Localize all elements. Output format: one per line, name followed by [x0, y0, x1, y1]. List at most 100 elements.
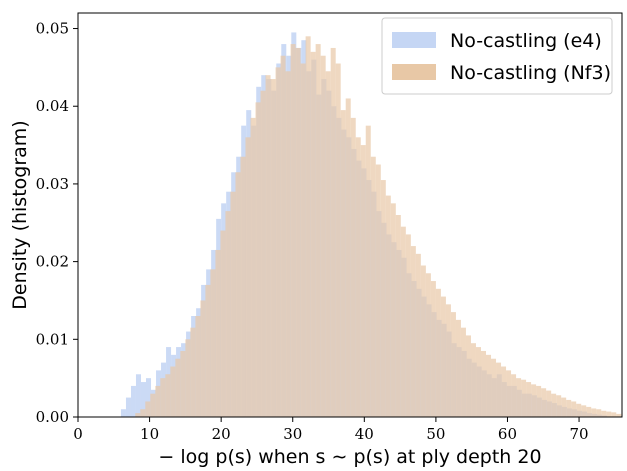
histogram-bar — [160, 378, 166, 417]
histogram-bar — [335, 63, 341, 417]
histogram-bar — [300, 63, 306, 417]
histogram-bar — [460, 327, 466, 417]
histogram-bar — [496, 362, 502, 417]
y-tick-label: 0.05 — [36, 20, 69, 38]
histogram-bar — [140, 409, 146, 417]
histogram-bar — [415, 253, 421, 417]
histogram-bar — [486, 354, 492, 417]
histogram-bar — [265, 75, 271, 418]
histogram-bar — [395, 215, 401, 417]
legend: No-castling (e4) No-castling (Nf3) — [381, 17, 613, 95]
histogram-bar — [235, 172, 241, 417]
x-tick-label: 30 — [283, 425, 302, 443]
histogram-bar — [566, 399, 572, 417]
y-tick-label: 0.04 — [36, 97, 69, 115]
histogram-bar — [240, 156, 246, 418]
histogram-bar — [425, 273, 431, 417]
histogram-bar — [400, 226, 406, 417]
histogram-bar — [541, 388, 547, 417]
y-tick-label: 0.02 — [36, 253, 69, 271]
x-axis-ticks: 0 10 20 30 40 50 60 70 — [73, 417, 589, 443]
histogram-bar — [345, 98, 351, 418]
histogram-bar — [380, 180, 386, 417]
histogram-bar — [180, 350, 186, 417]
histogram-bar — [571, 401, 577, 417]
histogram-bar — [596, 409, 602, 417]
histogram-bar — [245, 137, 251, 417]
histogram-bar — [195, 316, 201, 417]
histogram-bar — [325, 71, 331, 418]
histogram-bar — [125, 397, 131, 417]
histogram-bar — [385, 195, 391, 417]
histogram-bar — [491, 358, 497, 417]
histogram-bar — [210, 269, 216, 417]
legend-box — [381, 17, 613, 95]
histogram-bar — [270, 79, 276, 417]
histogram-bar — [586, 406, 592, 417]
legend-label-nf3: No-castling (Nf3) — [450, 62, 611, 84]
histogram-bar — [120, 409, 126, 417]
histogram-bar — [475, 347, 481, 417]
histogram-bar — [370, 156, 376, 418]
histogram-bar — [420, 265, 426, 417]
histogram-bar — [170, 366, 176, 417]
histogram-bar — [250, 117, 256, 417]
x-tick-label: 60 — [498, 425, 517, 443]
histogram-bar — [616, 413, 622, 417]
histogram-bar — [390, 203, 396, 417]
histogram-bar — [225, 211, 231, 417]
histogram-bar — [551, 393, 557, 417]
histogram-bar — [190, 327, 196, 417]
histogram-bar — [531, 384, 537, 417]
histogram-bar — [455, 319, 461, 417]
histogram-bar — [591, 408, 597, 417]
y-tick-label: 0.03 — [36, 175, 69, 193]
histogram-bar — [606, 411, 612, 417]
histogram-bar — [165, 374, 171, 417]
histogram-bar — [255, 102, 261, 417]
histogram-bar — [516, 378, 522, 417]
y-tick-label: 0.00 — [36, 408, 69, 426]
histogram-bar — [506, 370, 512, 417]
histogram-bar — [330, 47, 336, 418]
histogram-bar — [340, 110, 346, 418]
histogram-bar — [285, 71, 291, 418]
histogram-bar — [430, 281, 436, 417]
histogram-bar — [546, 390, 552, 417]
x-axis-label: − log p(s) when s ∼ p(s) at ply depth 20 — [158, 446, 541, 468]
plot-frame — [77, 12, 623, 418]
histogram-bar — [146, 378, 152, 417]
legend-swatch-nf3 — [392, 64, 436, 80]
histogram-bar — [501, 366, 507, 417]
histogram-bar — [581, 405, 587, 417]
histogram-bar — [360, 145, 366, 417]
histogram-bar — [350, 117, 356, 417]
x-tick-label: 10 — [140, 425, 159, 443]
histogram-bar — [536, 385, 542, 417]
histogram-bar — [140, 382, 146, 417]
histogram-bar — [611, 412, 617, 417]
histogram-bar — [185, 339, 191, 417]
histogram-bar — [435, 288, 441, 417]
histogram-bar — [465, 335, 471, 417]
histogram-bar — [280, 55, 286, 417]
histogram-bar — [145, 401, 151, 417]
histogram-bar — [135, 413, 141, 417]
x-tick-label: 40 — [355, 425, 374, 443]
histogram-bar — [480, 350, 486, 417]
histogram-bar — [295, 47, 301, 418]
histogram-bar — [375, 164, 381, 417]
histogram-bar — [470, 343, 476, 417]
histogram-bar — [556, 395, 562, 417]
histogram-bar — [200, 300, 206, 417]
histogram-bar — [130, 385, 136, 417]
histogram-bar — [305, 36, 311, 418]
histogram-bar — [365, 125, 371, 418]
histogram-bar — [175, 358, 181, 417]
histogram-bar — [275, 67, 281, 417]
x-tick-label: 50 — [426, 425, 445, 443]
histogram-bar — [440, 296, 446, 417]
histogram-bar — [576, 403, 582, 417]
histogram-bar — [355, 137, 361, 417]
legend-swatch-e4 — [392, 32, 436, 48]
